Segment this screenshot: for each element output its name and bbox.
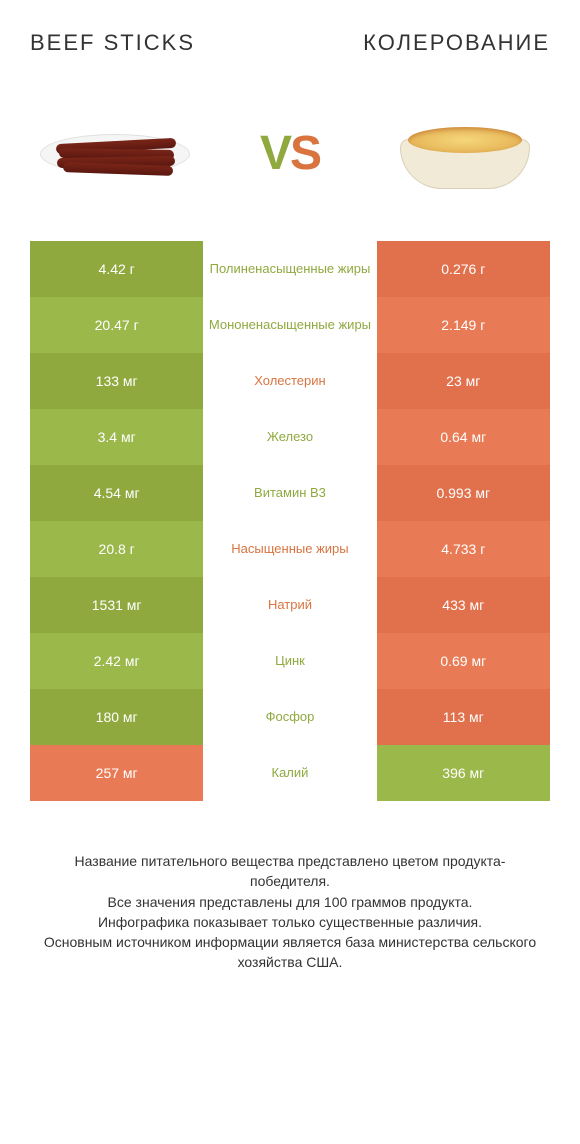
- vs-label: VS: [260, 126, 320, 181]
- left-value: 20.8 г: [30, 521, 203, 577]
- table-row: 1531 мгНатрий433 мг: [30, 577, 550, 633]
- right-value: 23 мг: [377, 353, 550, 409]
- left-value: 133 мг: [30, 353, 203, 409]
- nutrient-label: Калий: [203, 745, 376, 801]
- nutrient-label: Витамин B3: [203, 465, 376, 521]
- right-value: 433 мг: [377, 577, 550, 633]
- left-value: 257 мг: [30, 745, 203, 801]
- nutrient-label: Натрий: [203, 577, 376, 633]
- left-value: 1531 мг: [30, 577, 203, 633]
- right-value: 4.733 г: [377, 521, 550, 577]
- table-row: 133 мгХолестерин23 мг: [30, 353, 550, 409]
- table-row: 257 мгКалий396 мг: [30, 745, 550, 801]
- right-value: 113 мг: [377, 689, 550, 745]
- vs-v: V: [260, 127, 290, 180]
- right-product-image: [390, 106, 540, 201]
- left-product-title: Beef sticks: [30, 30, 195, 56]
- right-value: 396 мг: [377, 745, 550, 801]
- footer-note: Название питательного вещества представл…: [30, 851, 550, 973]
- nutrient-label: Мононенасыщенные жиры: [203, 297, 376, 353]
- left-value: 2.42 мг: [30, 633, 203, 689]
- nutrient-label: Железо: [203, 409, 376, 465]
- nutrient-table: 4.42 гПолиненасыщенные жиры0.276 г20.47 …: [30, 241, 550, 801]
- table-row: 20.47 гМононенасыщенные жиры2.149 г: [30, 297, 550, 353]
- left-product-image: [40, 106, 190, 201]
- nutrient-label: Фосфор: [203, 689, 376, 745]
- right-value: 0.69 мг: [377, 633, 550, 689]
- left-value: 4.54 мг: [30, 465, 203, 521]
- nutrient-label: Цинк: [203, 633, 376, 689]
- right-value: 0.64 мг: [377, 409, 550, 465]
- nutrient-label: Полиненасыщенные жиры: [203, 241, 376, 297]
- header: Beef sticks КОЛЕРОВАНИЕ: [30, 30, 550, 56]
- left-value: 3.4 мг: [30, 409, 203, 465]
- table-row: 4.54 мгВитамин B30.993 мг: [30, 465, 550, 521]
- table-row: 3.4 мгЖелезо0.64 мг: [30, 409, 550, 465]
- right-value: 0.993 мг: [377, 465, 550, 521]
- vs-s: S: [290, 127, 320, 180]
- table-row: 180 мгФосфор113 мг: [30, 689, 550, 745]
- table-row: 4.42 гПолиненасыщенные жиры0.276 г: [30, 241, 550, 297]
- right-value: 0.276 г: [377, 241, 550, 297]
- left-value: 180 мг: [30, 689, 203, 745]
- left-value: 4.42 г: [30, 241, 203, 297]
- nutrient-label: Насыщенные жиры: [203, 521, 376, 577]
- comparison-images: VS: [30, 106, 550, 201]
- left-value: 20.47 г: [30, 297, 203, 353]
- table-row: 20.8 гНасыщенные жиры4.733 г: [30, 521, 550, 577]
- nutrient-label: Холестерин: [203, 353, 376, 409]
- table-row: 2.42 мгЦинк0.69 мг: [30, 633, 550, 689]
- right-product-title: КОЛЕРОВАНИЕ: [363, 30, 550, 56]
- right-value: 2.149 г: [377, 297, 550, 353]
